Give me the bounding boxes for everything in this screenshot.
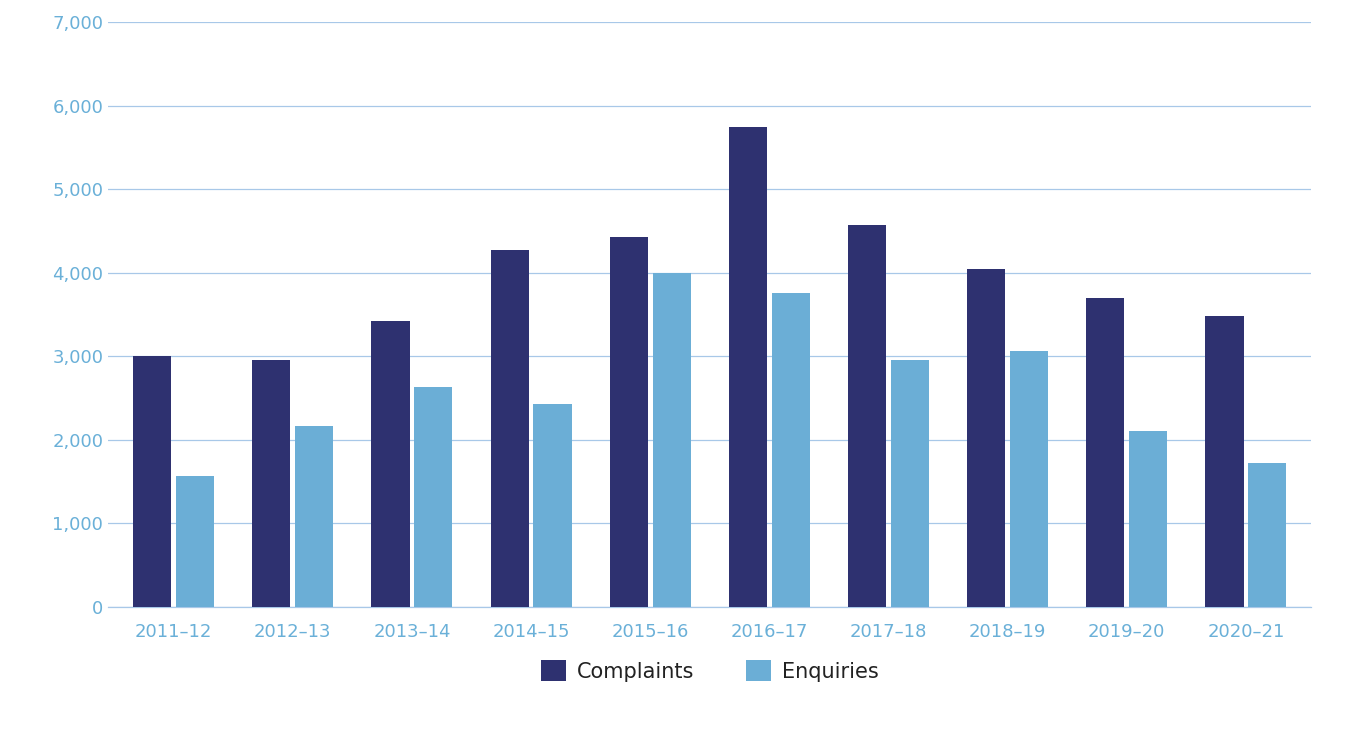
Bar <box>967 269 1006 607</box>
Bar <box>653 273 691 607</box>
Bar <box>1206 316 1244 607</box>
Bar <box>295 425 334 607</box>
Bar <box>134 356 172 607</box>
Bar <box>610 237 648 607</box>
Bar <box>176 476 214 607</box>
Bar <box>1129 431 1167 607</box>
Bar <box>1086 297 1125 607</box>
Bar <box>848 225 886 607</box>
Bar <box>729 127 767 607</box>
Bar <box>372 321 410 607</box>
Bar <box>1248 463 1286 607</box>
Bar <box>534 404 572 607</box>
Bar <box>1010 352 1048 607</box>
Bar <box>891 360 929 607</box>
Bar <box>414 387 453 607</box>
Legend: Complaints, Enquiries: Complaints, Enquiries <box>533 651 887 690</box>
Bar <box>253 360 291 607</box>
Bar <box>491 250 529 607</box>
Bar <box>772 293 810 607</box>
